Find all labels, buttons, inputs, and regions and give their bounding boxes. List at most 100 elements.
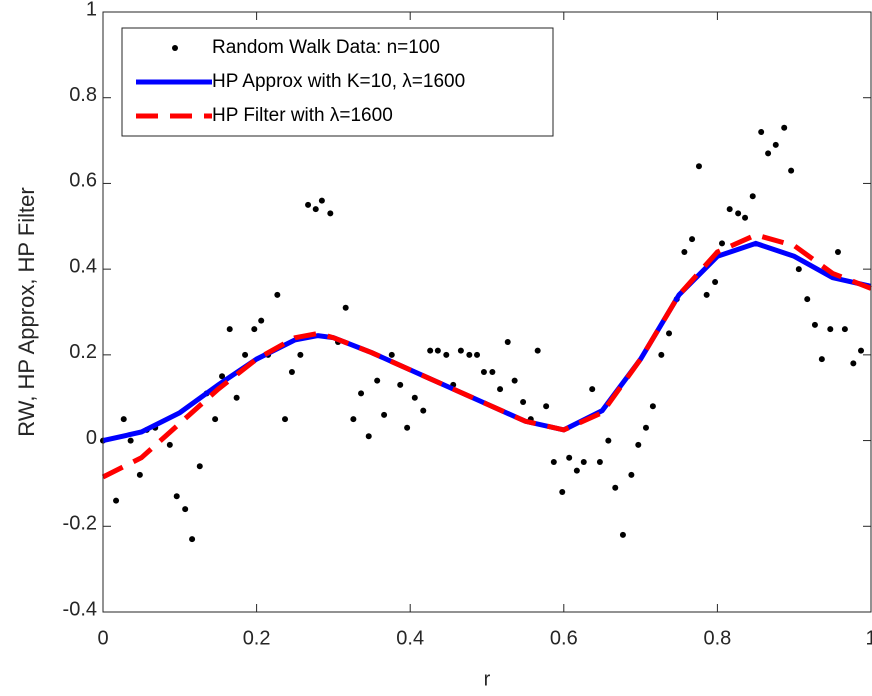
data-point (689, 236, 696, 243)
x-tick-label: 0.8 (703, 627, 731, 649)
legend-label: HP Filter with λ=1600 (212, 105, 393, 126)
x-tick-label: 0 (97, 627, 108, 649)
y-tick-label: -0.2 (63, 513, 97, 535)
data-point (404, 424, 411, 431)
data-point (312, 206, 319, 213)
data-point (318, 197, 325, 204)
data-point (365, 433, 372, 440)
data-point (288, 369, 295, 375)
data-point (742, 214, 749, 221)
data-point (703, 291, 710, 298)
data-point (258, 317, 265, 324)
data-point (497, 386, 504, 393)
data-point (520, 399, 527, 405)
data-line (101, 232, 872, 480)
data-point (666, 330, 673, 337)
y-tick-label: 0.4 (69, 255, 97, 277)
data-point (719, 240, 726, 247)
y-tick-label: -0.4 (63, 598, 97, 620)
data-point (120, 416, 127, 423)
data-point (749, 193, 756, 200)
data-point (804, 296, 811, 303)
data-point (242, 351, 249, 358)
data-point (443, 351, 450, 358)
data-point (233, 394, 240, 401)
data-point (381, 411, 388, 418)
data-point (534, 347, 541, 354)
data-point (658, 351, 665, 358)
data-point (596, 459, 603, 465)
data-point (827, 326, 834, 333)
data-point (642, 424, 649, 431)
data-point (411, 394, 418, 401)
y-axis-label: RW, HP Approx, HP Filter (14, 187, 39, 436)
legend-label: HP Approx with K=10, λ=1600 (212, 71, 465, 92)
y-tick-label: 0 (86, 427, 97, 449)
data-point (772, 141, 779, 148)
data-point (113, 497, 120, 504)
data-point (566, 454, 573, 461)
data-point (350, 416, 357, 423)
data-point (612, 484, 619, 491)
data-point (457, 347, 464, 354)
legend-symbol (172, 45, 178, 51)
data-point (811, 321, 818, 328)
data-point (397, 381, 404, 388)
data-point (297, 351, 304, 358)
data-point (635, 441, 642, 448)
data-point (550, 459, 557, 465)
data-point (726, 206, 733, 213)
data-point (166, 441, 173, 448)
data-point (189, 536, 196, 543)
data-point (788, 167, 795, 174)
data-point (474, 351, 481, 358)
x-axis-label: r (484, 668, 491, 690)
legend: Random Walk Data: n=100 HP Approx with K=… (121, 27, 554, 137)
data-point (182, 506, 189, 513)
x-tick-label: 0.4 (396, 627, 424, 649)
data-point (758, 129, 765, 135)
data-point (305, 201, 312, 208)
data-point (795, 266, 802, 273)
data-point (818, 356, 825, 363)
data-point (282, 416, 289, 423)
data-point (605, 437, 612, 444)
data-point (196, 463, 203, 470)
legend-label: Random Walk Data: n=100 (212, 37, 440, 58)
data-point (489, 369, 496, 375)
data-point (841, 326, 848, 333)
data-point (735, 210, 742, 217)
data-point (504, 339, 511, 345)
data-point (834, 249, 841, 255)
data-point (511, 377, 518, 384)
data-point (434, 347, 441, 354)
y-tick-label: 0.8 (69, 84, 97, 106)
data-point (466, 351, 473, 358)
x-tick-label: 0.2 (243, 627, 271, 649)
data-point (219, 373, 226, 380)
data-point (274, 291, 281, 298)
data-point (619, 531, 626, 538)
data-point (695, 163, 702, 170)
x-tick-label: 0.6 (550, 627, 578, 649)
data-point (559, 489, 566, 495)
data-point (628, 471, 635, 478)
data-point (342, 304, 349, 311)
data-point (212, 416, 219, 423)
data-point (580, 459, 587, 465)
data-point (251, 326, 258, 333)
data-point (649, 403, 656, 410)
data-point (712, 279, 719, 285)
data-point (374, 377, 381, 384)
y-tick-label: 1 (86, 0, 97, 20)
y-tick-label: 0.6 (69, 170, 97, 192)
data-point (858, 347, 865, 354)
data-point (127, 437, 134, 444)
data-point (573, 467, 580, 474)
data-point (388, 351, 395, 358)
data-point (543, 403, 550, 410)
data-point (589, 386, 596, 393)
data-point (850, 360, 857, 367)
y-tick-label: 0.2 (69, 341, 97, 363)
